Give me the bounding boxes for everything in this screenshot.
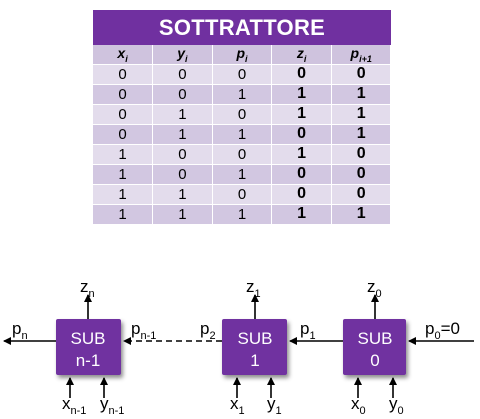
table-cell: 1 xyxy=(331,83,392,105)
header-row: xi yi pi zi pi+1 xyxy=(93,45,392,65)
table-cell: 1 xyxy=(93,143,154,165)
sub-box-0-line2: 0 xyxy=(370,351,379,370)
column-header: xi xyxy=(93,45,154,65)
label-y1: y1 xyxy=(267,394,282,417)
column-header-sub: i xyxy=(185,53,188,64)
table-cell: 1 xyxy=(212,163,273,185)
sub-box-1-line1: SUB xyxy=(238,329,273,348)
table-cell: 1 xyxy=(93,163,154,185)
table-cell: 1 xyxy=(93,203,154,224)
table-cell: 0 xyxy=(93,123,154,145)
table-cell: 1 xyxy=(152,203,213,224)
table-cell: 1 xyxy=(331,203,392,224)
table-cell: 0 xyxy=(93,83,154,105)
table-cell: 1 xyxy=(212,203,273,224)
table-cell: 0 xyxy=(93,103,154,125)
table-cell: 0 xyxy=(212,103,273,125)
sub-box-1 xyxy=(222,319,287,375)
table-cell: 1 xyxy=(152,103,213,125)
table-cell: 0 xyxy=(271,163,332,185)
sub-box-0-line1: SUB xyxy=(358,329,393,348)
table-cell: 1 xyxy=(271,83,332,105)
table-cell: 1 xyxy=(152,123,213,145)
column-header-base: p xyxy=(236,45,245,61)
table-cell: 1 xyxy=(271,203,332,224)
column-header: pi xyxy=(212,45,273,65)
table-cell: 0 xyxy=(152,163,213,185)
table-cell: 0 xyxy=(331,143,392,165)
column-header-base: x xyxy=(117,45,126,61)
label-z0: z0 xyxy=(367,277,382,300)
label-pn1: pn-1 xyxy=(131,319,156,342)
sub-block-0: SUB 0 xyxy=(343,319,406,375)
sub-box-n-1-line2: n-1 xyxy=(76,351,101,370)
table-cell: 1 xyxy=(271,143,332,165)
table-cell: 0 xyxy=(212,183,273,205)
table-cell: 0 xyxy=(152,83,213,105)
sub-block-n-1: SUB n-1 xyxy=(56,319,121,375)
table-cell: 0 xyxy=(331,163,392,185)
table-cell: 1 xyxy=(331,103,392,125)
table-cell: 0 xyxy=(152,143,213,165)
column-header-sub: i xyxy=(245,53,248,64)
column-header-base: y xyxy=(177,45,186,61)
arrows xyxy=(3,294,474,398)
sub-box-n-1-line1: SUB xyxy=(71,329,106,348)
column-header: pi+1 xyxy=(331,45,392,65)
sub-box-n-1 xyxy=(56,319,121,375)
label-xn1: xn-1 xyxy=(62,394,86,417)
label-x0: x0 xyxy=(351,394,366,417)
table-cell: 1 xyxy=(93,183,154,205)
column-header: yi xyxy=(152,45,213,65)
column-header-base: p xyxy=(350,45,360,61)
table-cell: 0 xyxy=(331,183,392,205)
column-header: zi xyxy=(271,45,332,65)
label-p2: p2 xyxy=(200,319,216,342)
label-y0: y0 xyxy=(389,394,404,417)
table-cell: 0 xyxy=(271,123,332,145)
table-cell: 0 xyxy=(93,63,154,85)
label-yn1: yn-1 xyxy=(100,394,124,417)
label-z1: z1 xyxy=(246,277,261,300)
table-cell: 0 xyxy=(331,63,392,85)
table-title: SOTTRATTORE xyxy=(93,10,391,45)
table-cell: 0 xyxy=(212,63,273,85)
label-p0: p0=0 xyxy=(425,319,460,342)
table-cell: 0 xyxy=(212,143,273,165)
sub-block-1: SUB 1 xyxy=(222,319,287,375)
table-cell: 1 xyxy=(331,123,392,145)
label-x1: x1 xyxy=(230,394,245,417)
column-header-sub: i+1 xyxy=(359,53,372,64)
table-cell: 1 xyxy=(152,183,213,205)
label-zn: zn xyxy=(80,277,95,300)
column-header-sub: i xyxy=(125,53,128,64)
diagram-labels: zn z1 z0 xn-1 yn-1 x1 y1 x0 y0 pn pn-1 p… xyxy=(12,277,460,417)
column-header-sub: i xyxy=(303,53,307,64)
sub-box-1-line2: 1 xyxy=(250,351,259,370)
table-cell: 0 xyxy=(271,63,332,85)
column-header-base: z xyxy=(296,45,304,61)
label-pn: pn xyxy=(12,319,28,342)
sub-box-0 xyxy=(343,319,406,375)
table-cell: 0 xyxy=(271,183,332,205)
table-cell: 1 xyxy=(212,83,273,105)
table-cell: 1 xyxy=(212,123,273,145)
table-cell: 1 xyxy=(271,103,332,125)
table-cell: 0 xyxy=(152,63,213,85)
label-p1: p1 xyxy=(300,319,316,342)
